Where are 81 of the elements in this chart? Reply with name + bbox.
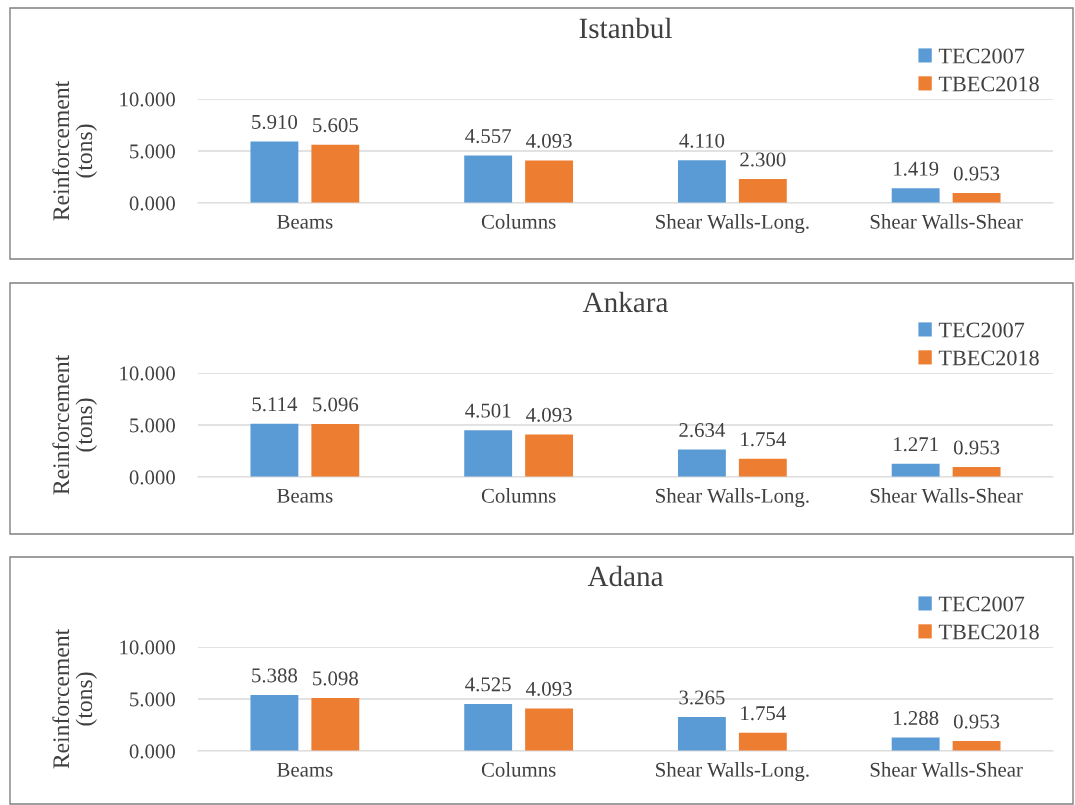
legend-label: TBEC2018 <box>938 76 1039 92</box>
y-tick-label: 10.000 <box>120 366 175 381</box>
data-label: 4.525 <box>465 677 511 692</box>
y-axis-title: Reinforcement (tons) <box>52 628 97 769</box>
bar <box>738 732 787 751</box>
bar <box>464 155 513 203</box>
bar <box>952 467 1001 477</box>
bar <box>952 741 1001 751</box>
data-label: 4.557 <box>465 129 511 144</box>
data-label: 0.953 <box>953 714 1000 729</box>
bar <box>891 463 940 477</box>
data-label: 4.110 <box>679 133 725 148</box>
x-tick-label: Beams <box>277 762 333 777</box>
data-label: 5.910 <box>252 114 298 130</box>
data-label: 4.501 <box>465 403 511 418</box>
bar <box>250 694 299 751</box>
bar <box>738 179 787 203</box>
bar <box>677 717 726 751</box>
data-label: 0.953 <box>953 440 1000 455</box>
bar <box>525 434 574 477</box>
x-tick-label: Shear Walls-Shear <box>870 488 1023 503</box>
y-tick-label: 0.000 <box>129 744 175 759</box>
bar <box>891 188 940 203</box>
x-tick-label: Shear Walls-Long. <box>656 488 809 508</box>
bar <box>250 141 299 203</box>
y-tick-label: 0.000 <box>129 196 175 211</box>
data-label: 5.114 <box>252 397 298 412</box>
x-tick-label: Shear Walls-Shear <box>870 214 1023 229</box>
data-label: 2.300 <box>740 152 786 167</box>
chart-title: Adana <box>587 565 664 587</box>
y-tick-label: 10.000 <box>120 92 175 107</box>
data-label: 1.754 <box>741 706 786 721</box>
x-tick-label: Shear Walls-Shear <box>870 762 1023 777</box>
bar <box>525 708 574 751</box>
y-tick-label: 5.000 <box>130 418 175 433</box>
bar <box>677 449 726 477</box>
y-tick-label: 0.000 <box>129 470 175 485</box>
y-tick-label: 5.000 <box>130 692 175 707</box>
bar <box>311 697 360 751</box>
legend-label: TEC2007 <box>938 322 1025 338</box>
x-tick-label: Columns <box>481 762 556 777</box>
y-axis-title: Reinforcement (tons) <box>52 80 97 221</box>
data-label: 3.265 <box>679 690 725 705</box>
legend-label: TEC2007 <box>938 596 1025 612</box>
legend-label: TBEC2018 <box>938 350 1039 366</box>
data-label: 4.093 <box>526 133 572 148</box>
data-label: 0.953 <box>953 166 1000 181</box>
data-label: 5.098 <box>313 671 358 686</box>
y-tick-label: 5.000 <box>130 144 175 159</box>
x-tick-label: Beams <box>277 214 333 229</box>
data-label: 1.419 <box>894 161 939 176</box>
bar <box>464 430 513 477</box>
data-label: 5.605 <box>313 118 358 133</box>
bar <box>250 423 299 477</box>
x-tick-label: Columns <box>481 488 556 503</box>
bar <box>891 737 940 751</box>
y-tick-label: 10.000 <box>120 640 175 655</box>
bar <box>311 144 360 203</box>
bar <box>525 160 574 203</box>
x-tick-label: Shear Walls-Long. <box>656 214 809 234</box>
y-axis-title: Reinforcement (tons) <box>52 354 97 495</box>
x-tick-label: Columns <box>481 214 556 229</box>
chart-title: Ankara <box>582 291 669 313</box>
bar <box>952 193 1001 203</box>
data-label: 4.093 <box>526 681 572 696</box>
legend-label: TEC2007 <box>938 48 1025 64</box>
data-label: 1.754 <box>741 432 786 447</box>
data-label: 5.388 <box>252 668 298 683</box>
x-tick-label: Shear Walls-Long. <box>656 762 809 782</box>
data-label: 1.288 <box>894 710 939 726</box>
chart-title: Istanbul <box>579 17 672 39</box>
bar <box>311 424 360 477</box>
data-label: 5.096 <box>313 397 359 412</box>
data-label: 1.271 <box>894 437 938 452</box>
bar <box>464 703 513 751</box>
x-tick-label: Beams <box>277 488 333 503</box>
data-label: 4.093 <box>526 407 572 422</box>
bar <box>738 458 787 477</box>
legend-label: TBEC2018 <box>938 624 1039 640</box>
data-label: 2.634 <box>679 423 726 438</box>
bar <box>677 160 726 203</box>
